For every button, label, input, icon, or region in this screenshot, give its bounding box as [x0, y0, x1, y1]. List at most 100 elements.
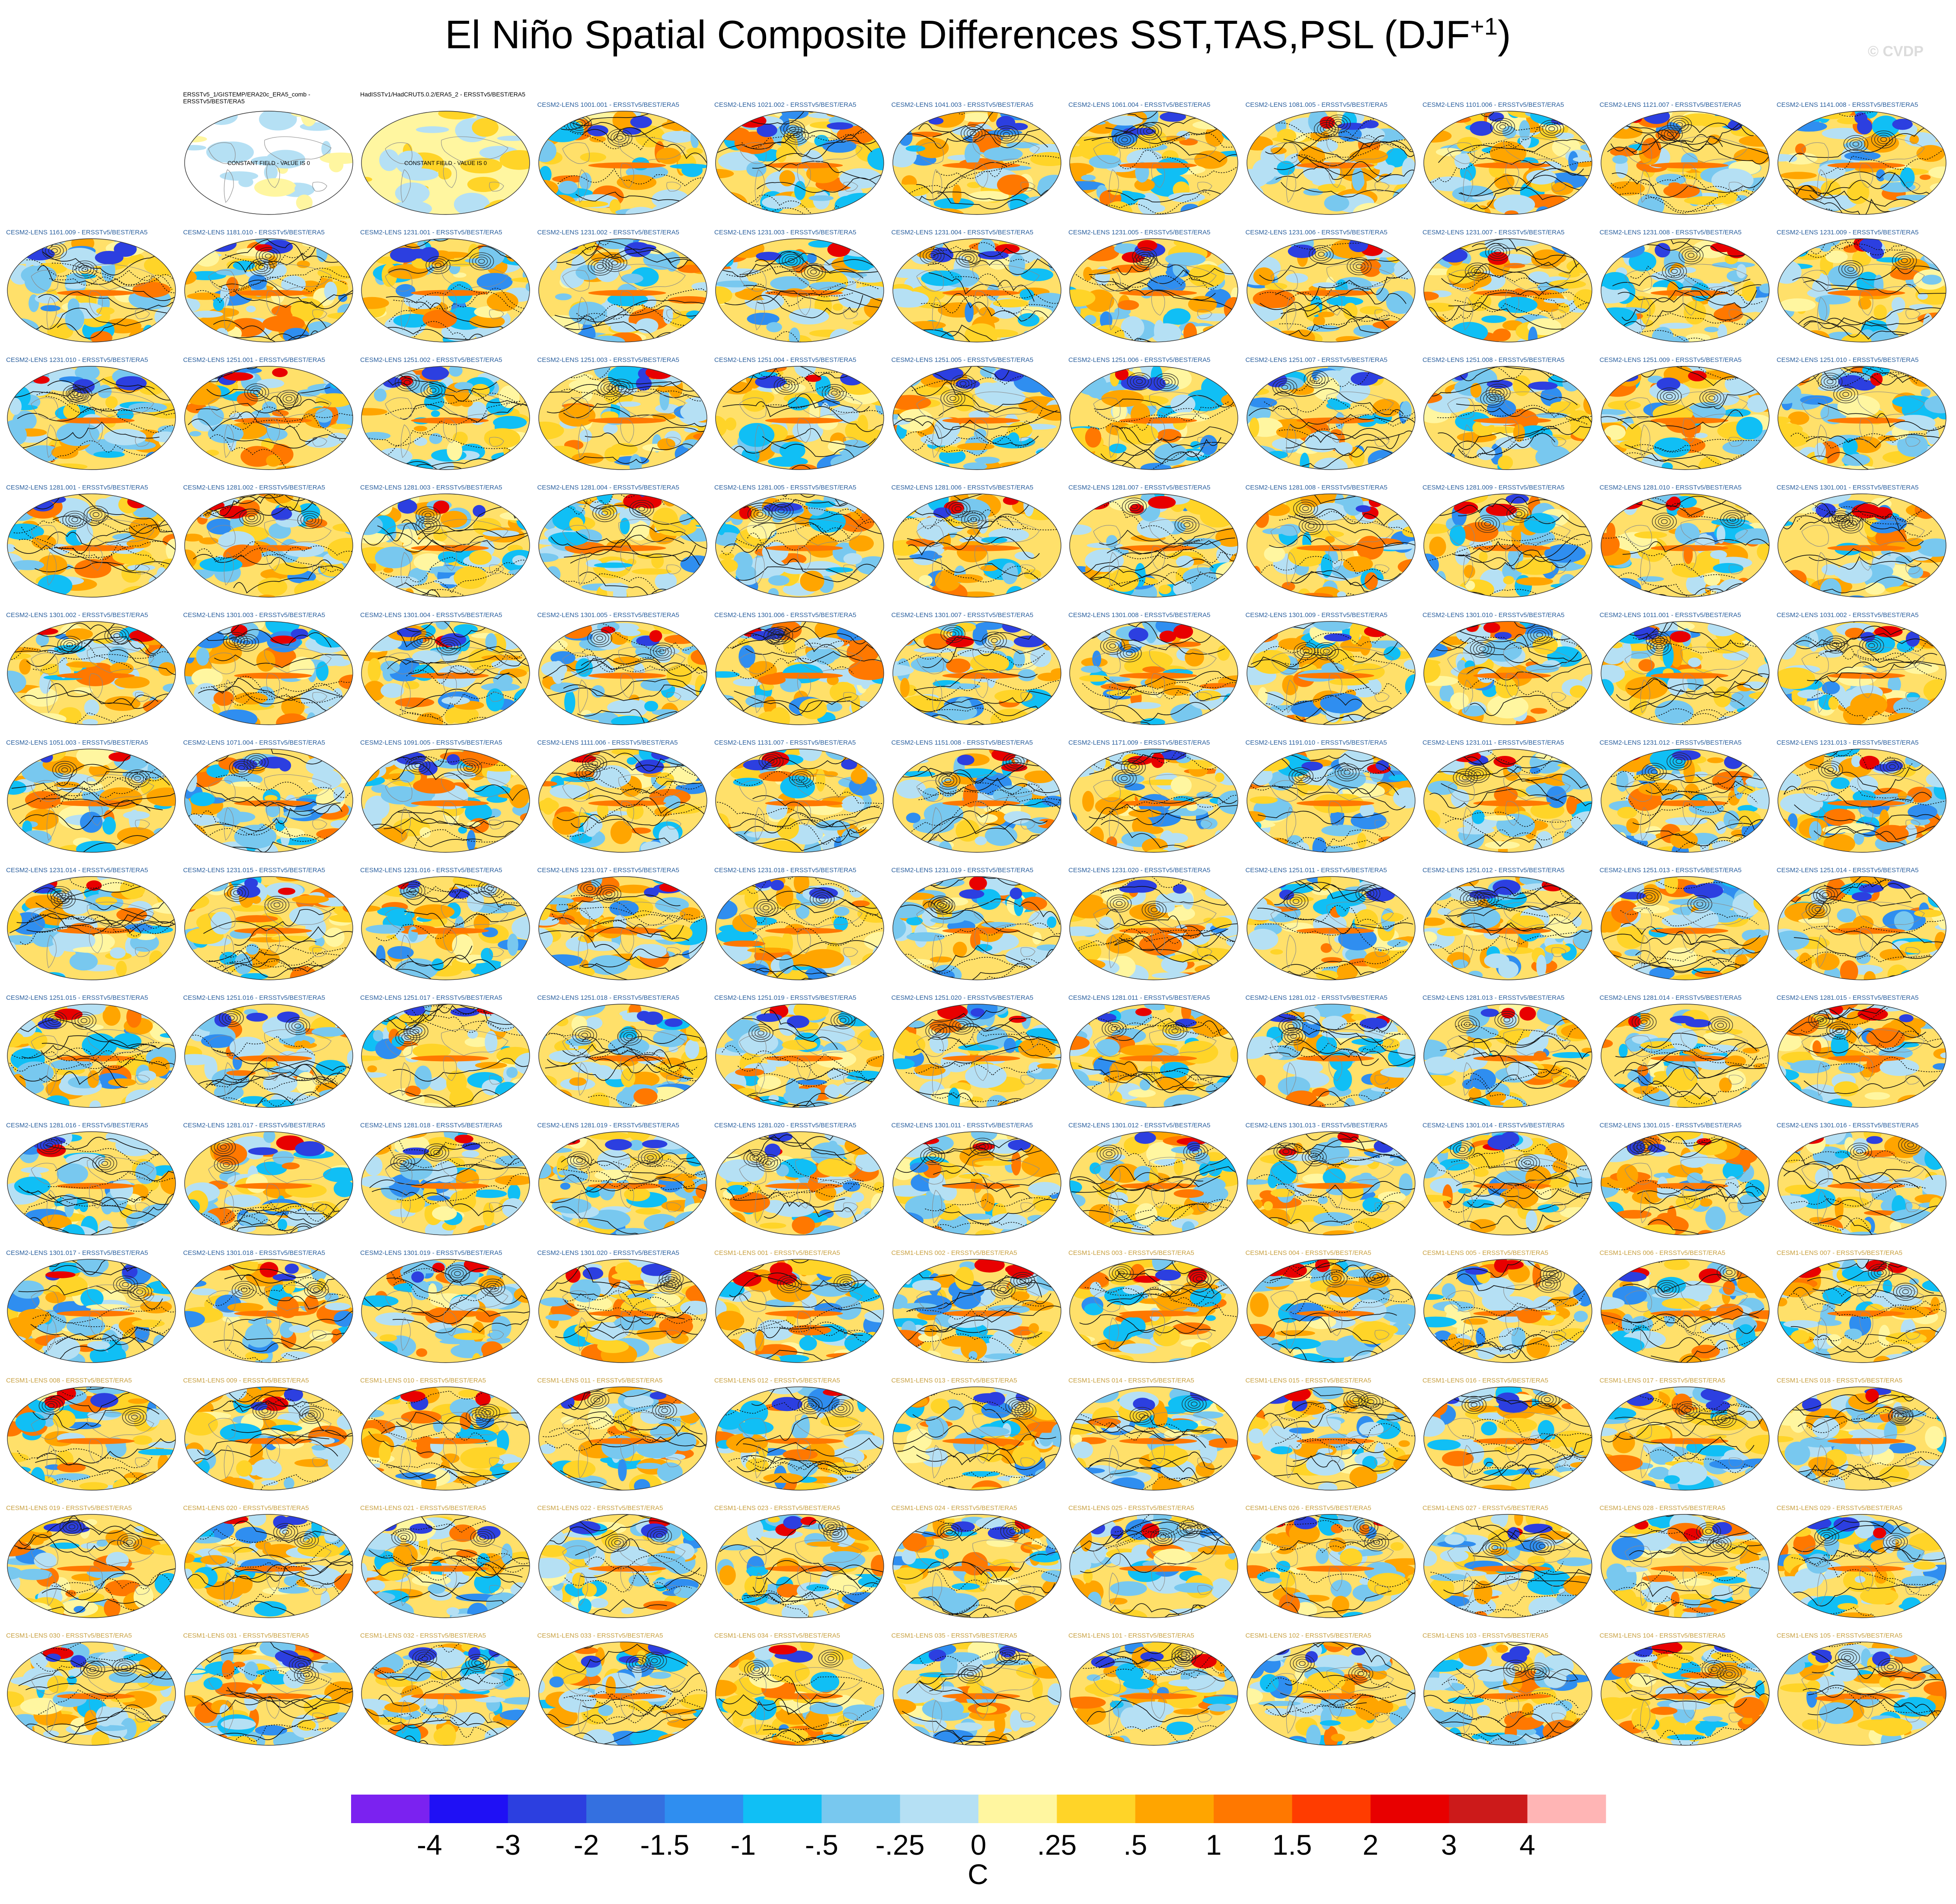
panel-title: CESM2-LENS 1231.010 - ERSSTv5/BEST/ERA5	[6, 356, 148, 364]
map-panel: CESM2-LENS 1301.008 - ERSSTv5/BEST/ERA5	[1068, 601, 1239, 727]
anomaly-patch	[892, 499, 902, 522]
coastline	[1859, 291, 1873, 316]
anomaly-patch	[110, 662, 134, 675]
coastline	[739, 525, 767, 547]
anomaly-patch	[1617, 494, 1644, 501]
psl-contour-ring	[258, 265, 265, 270]
map-plot	[361, 621, 530, 725]
anomaly-patch	[1685, 333, 1710, 342]
anomaly-patch	[844, 249, 884, 257]
coastline	[1149, 519, 1217, 546]
anomaly-patch	[806, 253, 817, 263]
psl-contour-ring	[1481, 519, 1494, 528]
psl-contour-ring	[1346, 257, 1371, 275]
coastline	[443, 291, 457, 316]
anomaly-patch	[1778, 112, 1802, 122]
anomaly-patch	[1933, 202, 1944, 209]
psl-contour	[582, 649, 707, 674]
coastline	[441, 391, 508, 418]
enso-warm-tongue	[1119, 417, 1197, 424]
map-outline	[361, 111, 530, 215]
coastline	[224, 807, 234, 841]
anomaly-patch	[872, 111, 884, 118]
anomaly-patch	[909, 131, 942, 137]
psl-contour-ring	[420, 381, 446, 400]
psl-contour-ring	[422, 511, 435, 520]
psl-contour-ring	[945, 499, 970, 518]
anomaly-patch	[193, 683, 219, 706]
psl-contour-ring	[422, 520, 435, 530]
psl-contour-ring	[1723, 512, 1742, 526]
psl-contour-ring	[1489, 386, 1508, 400]
coastline	[1551, 692, 1566, 702]
enso-warm-tongue	[1473, 417, 1551, 424]
psl-contour	[394, 372, 530, 413]
psl-contour-ring	[967, 515, 980, 525]
psl-contour	[926, 675, 1061, 701]
anomaly-patch	[1306, 325, 1339, 332]
psl-contour-ring	[61, 767, 68, 773]
coastline	[1551, 564, 1566, 574]
coastline	[266, 801, 280, 826]
anomaly-patch	[296, 260, 310, 268]
map-outline	[1423, 493, 1592, 598]
psl-contour-ring	[614, 383, 627, 393]
map-plot	[1423, 493, 1592, 598]
anomaly-patch	[1638, 366, 1651, 369]
anomaly-patch	[1568, 151, 1579, 171]
psl-contour-ring	[419, 638, 426, 643]
anomaly-patch	[1716, 281, 1735, 298]
anomaly-patch	[1252, 159, 1276, 182]
anomaly-patch	[1168, 641, 1201, 647]
coastline	[797, 546, 811, 571]
coastline	[1817, 552, 1827, 586]
coastline	[1270, 397, 1298, 419]
coastline	[1682, 418, 1696, 443]
anomaly-patch	[1609, 240, 1645, 258]
psl-contour-ring	[428, 258, 447, 272]
anomaly-patch	[268, 255, 277, 269]
anomaly-patch	[569, 517, 583, 531]
psl-contour-ring	[416, 636, 429, 645]
psl-contour-ring	[1832, 642, 1839, 647]
anomaly-patch	[378, 461, 394, 470]
psl-contour	[1112, 426, 1221, 464]
anomaly-patch	[789, 464, 818, 470]
anomaly-patch	[1217, 645, 1230, 661]
psl-contour-ring	[1494, 250, 1501, 255]
psl-contour	[1460, 636, 1584, 652]
anomaly-patch	[1168, 192, 1205, 202]
anomaly-patch	[1601, 240, 1628, 249]
anomaly-patch	[804, 637, 844, 650]
anomaly-patch	[1085, 374, 1107, 398]
anomaly-patch	[1921, 275, 1942, 285]
high-latitude-anomaly	[127, 495, 147, 509]
psl-contour-ring	[940, 625, 965, 643]
psl-contour-ring	[419, 509, 438, 522]
anomaly-patch	[968, 410, 990, 420]
anomaly-patch	[440, 511, 467, 528]
anomaly-patch	[1524, 513, 1556, 534]
anomaly-patch	[956, 649, 984, 657]
psl-contour	[581, 127, 707, 170]
coastline	[46, 424, 57, 458]
anomaly-patch	[184, 239, 224, 249]
psl-contour-ring	[1661, 519, 1668, 524]
psl-contour	[1457, 678, 1576, 711]
high-latitude-anomaly	[270, 635, 296, 644]
anomaly-patch	[1515, 559, 1556, 575]
high-latitude-anomaly	[422, 366, 449, 380]
map-panel: CESM2-LENS 1281.001 - ERSSTv5/BEST/ERA5	[6, 474, 177, 599]
high-latitude-anomaly	[219, 506, 247, 519]
psl-contour	[1463, 524, 1592, 570]
anomaly-patch	[768, 575, 789, 586]
anomaly-patch	[1182, 451, 1205, 458]
psl-contour	[907, 698, 1050, 716]
coastline	[1817, 679, 1827, 713]
anomaly-patch	[716, 239, 739, 254]
psl-contour	[893, 418, 1039, 446]
enso-warm-tongue	[57, 290, 135, 296]
anomaly-patch	[1070, 578, 1080, 595]
psl-contour	[1273, 388, 1404, 416]
coastline	[1328, 546, 1342, 571]
